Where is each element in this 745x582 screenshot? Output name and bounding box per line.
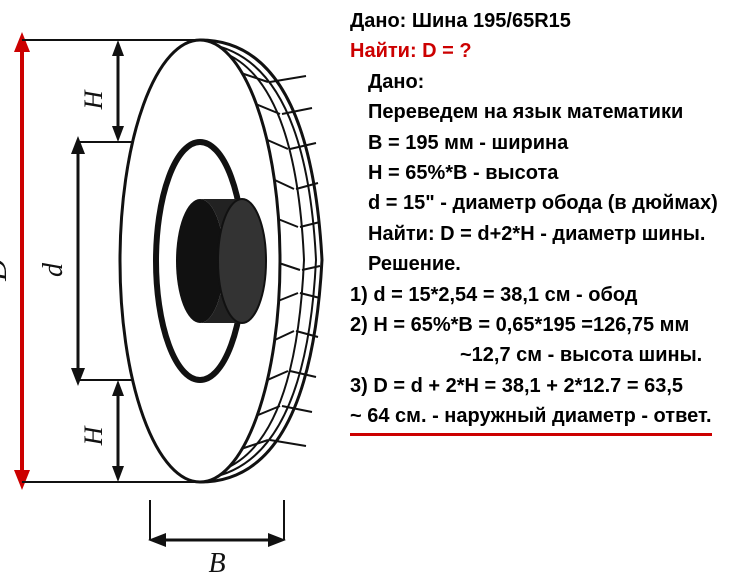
step1: 1) d = 15*2,54 = 38,1 см - обод <box>350 280 740 310</box>
label-H-bottom: H <box>79 425 108 446</box>
solution-header: Решение. <box>350 249 740 279</box>
find-line: Найти: D = ? <box>350 36 740 66</box>
H-line: H = 65%*B - высота <box>350 158 740 188</box>
given-header: Дано: <box>350 67 740 97</box>
arrow-D: D <box>0 32 30 490</box>
label-B: B <box>208 548 225 577</box>
d-line: d = 15" - диаметр обода (в дюймах) <box>350 188 740 218</box>
title-value: Шина 195/65R15 <box>412 10 571 32</box>
find-prefix: Найти: <box>350 40 422 62</box>
step3b: ~ 64 см. - наружный диаметр - ответ. <box>350 401 712 436</box>
step2b: ~12,7 см - высота шины. <box>350 340 740 370</box>
step3a: 3) D = d + 2*H = 38,1 + 2*12.7 = 63,5 <box>350 371 740 401</box>
label-H-top: H <box>79 89 108 110</box>
arrow-d: d <box>38 136 85 386</box>
label-d: d <box>38 262 69 277</box>
title-line: Дано: Шина 195/65R15 <box>350 6 740 36</box>
tire-body <box>120 40 322 482</box>
solution-text: Дано: Шина 195/65R15 Найти: D = ? Дано: … <box>350 6 740 566</box>
title-prefix: Дано: <box>350 10 412 32</box>
step3b-wrap: ~ 64 см. - наружный диаметр - ответ. <box>350 401 740 436</box>
step2a: 2) H = 65%*B = 0,65*195 =126,75 мм <box>350 310 740 340</box>
tire-diagram: D d H H <box>0 0 350 577</box>
arrow-H-bottom: H <box>79 380 124 482</box>
label-D: D <box>0 259 13 282</box>
translate-line: Переведем на язык математики <box>350 97 740 127</box>
B-line: B = 195 мм - ширина <box>350 128 740 158</box>
find-D-line: Найти: D = d+2*H - диаметр шины. <box>350 219 740 249</box>
arrow-B: B <box>148 500 286 577</box>
arrow-H-top: H <box>79 40 124 142</box>
tire-svg: D d H H <box>0 0 350 577</box>
find-value: D = ? <box>422 40 471 62</box>
